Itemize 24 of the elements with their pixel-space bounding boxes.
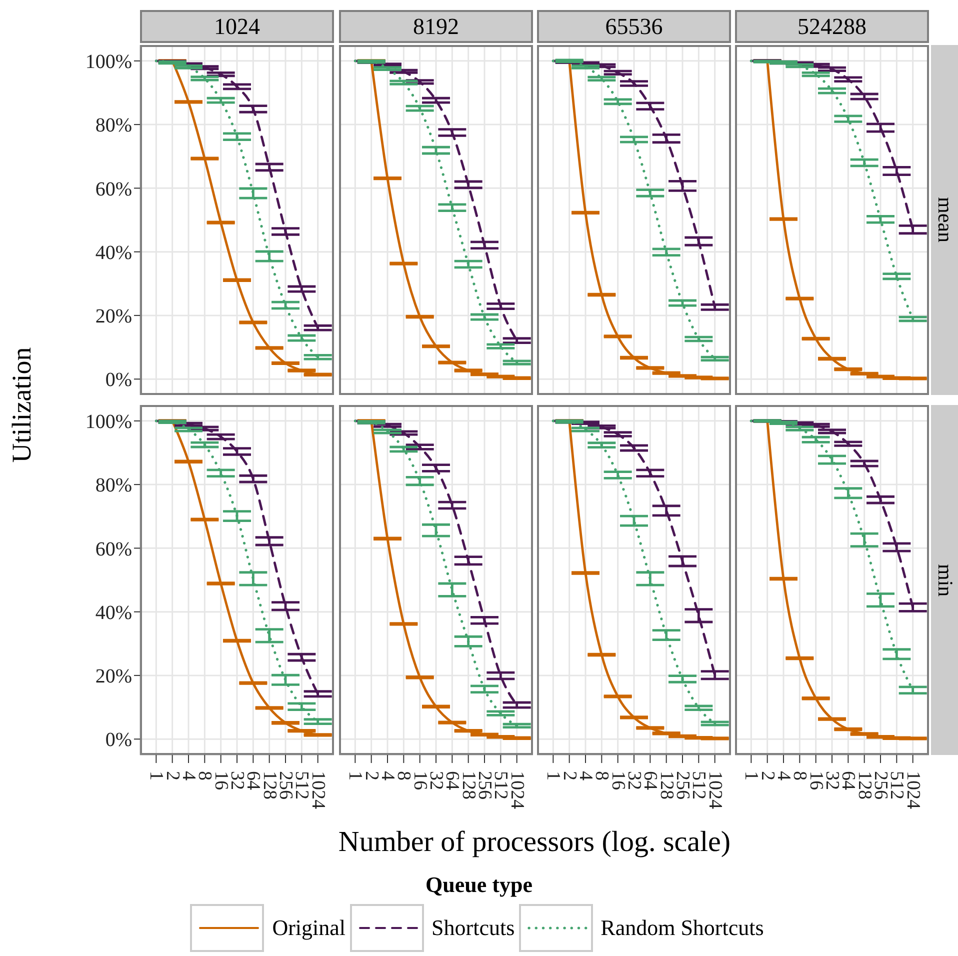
chart-title: 1024: [140, 10, 334, 43]
legend-title: Queue type: [426, 872, 532, 898]
text: mean: [932, 197, 958, 243]
legend-label: Random Shortcuts: [600, 915, 764, 941]
y-tick-label: 40%: [95, 602, 132, 624]
x-axis-title: Number of processors (log. scale): [337, 826, 732, 859]
y-tick-label: 100%: [85, 411, 132, 434]
legend-label: Shortcuts: [432, 915, 515, 941]
text: min: [932, 564, 958, 596]
y-tick-label: 60%: [95, 178, 132, 200]
y-tick-label: 20%: [95, 666, 132, 688]
chart-title: 8192: [339, 10, 533, 43]
y-tick-label: 60%: [95, 538, 132, 560]
y-tick-label: 40%: [95, 242, 132, 264]
y-tick-label: 80%: [95, 114, 132, 137]
chart-title: 524288: [735, 10, 929, 43]
y-tick-label: 100%: [85, 51, 132, 74]
y-tick-label: 20%: [95, 306, 132, 328]
chart-title: 65536: [537, 10, 731, 43]
y-tick-label: 0%: [105, 729, 132, 752]
y-tick-label: 80%: [95, 474, 132, 497]
y-axis-title: Utilization: [6, 347, 38, 463]
legend-label: Original: [272, 915, 346, 941]
y-tick-label: 0%: [105, 369, 132, 392]
